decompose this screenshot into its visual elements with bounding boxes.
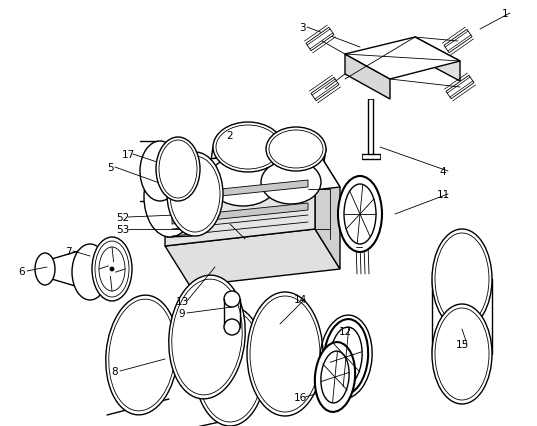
- Polygon shape: [165, 148, 340, 204]
- Ellipse shape: [432, 230, 492, 329]
- Ellipse shape: [208, 157, 278, 207]
- Text: 1: 1: [502, 9, 509, 19]
- Text: 6: 6: [19, 266, 25, 276]
- Text: 17: 17: [121, 150, 135, 160]
- Ellipse shape: [106, 296, 178, 415]
- Text: 52: 52: [117, 213, 129, 222]
- Text: 13: 13: [176, 296, 188, 306]
- Polygon shape: [165, 230, 340, 286]
- Ellipse shape: [432, 304, 492, 404]
- Ellipse shape: [338, 177, 382, 253]
- Polygon shape: [172, 204, 308, 225]
- Polygon shape: [165, 148, 315, 246]
- Polygon shape: [415, 38, 460, 82]
- Polygon shape: [444, 30, 472, 54]
- Polygon shape: [345, 55, 390, 100]
- Ellipse shape: [194, 306, 266, 426]
- Text: 11: 11: [437, 190, 449, 199]
- Ellipse shape: [315, 342, 355, 412]
- Ellipse shape: [110, 268, 114, 271]
- Text: 8: 8: [112, 366, 118, 376]
- Ellipse shape: [266, 128, 326, 172]
- Polygon shape: [45, 248, 92, 291]
- Ellipse shape: [140, 142, 180, 201]
- Text: 53: 53: [117, 225, 129, 234]
- Ellipse shape: [167, 153, 223, 236]
- Ellipse shape: [224, 319, 240, 335]
- Text: 12: 12: [338, 326, 352, 336]
- Polygon shape: [172, 181, 308, 201]
- Ellipse shape: [213, 123, 283, 173]
- Ellipse shape: [324, 320, 368, 395]
- Polygon shape: [446, 76, 474, 100]
- Polygon shape: [315, 148, 340, 269]
- Text: 9: 9: [179, 308, 185, 318]
- Ellipse shape: [247, 292, 323, 416]
- Polygon shape: [306, 28, 334, 52]
- Text: 2: 2: [227, 131, 233, 141]
- Text: 4: 4: [440, 167, 446, 177]
- Polygon shape: [311, 78, 339, 101]
- Ellipse shape: [72, 245, 108, 300]
- Polygon shape: [345, 38, 460, 80]
- Ellipse shape: [156, 138, 200, 201]
- Text: 7: 7: [64, 246, 71, 256]
- Text: 16: 16: [293, 392, 307, 402]
- Text: 15: 15: [455, 339, 469, 349]
- Ellipse shape: [35, 253, 55, 285]
- Ellipse shape: [261, 161, 321, 204]
- Ellipse shape: [224, 291, 240, 307]
- Ellipse shape: [92, 237, 132, 301]
- Text: 14: 14: [293, 294, 307, 304]
- Ellipse shape: [169, 276, 245, 399]
- Text: 3: 3: [299, 23, 306, 33]
- Ellipse shape: [144, 158, 196, 237]
- Text: 5: 5: [107, 163, 113, 173]
